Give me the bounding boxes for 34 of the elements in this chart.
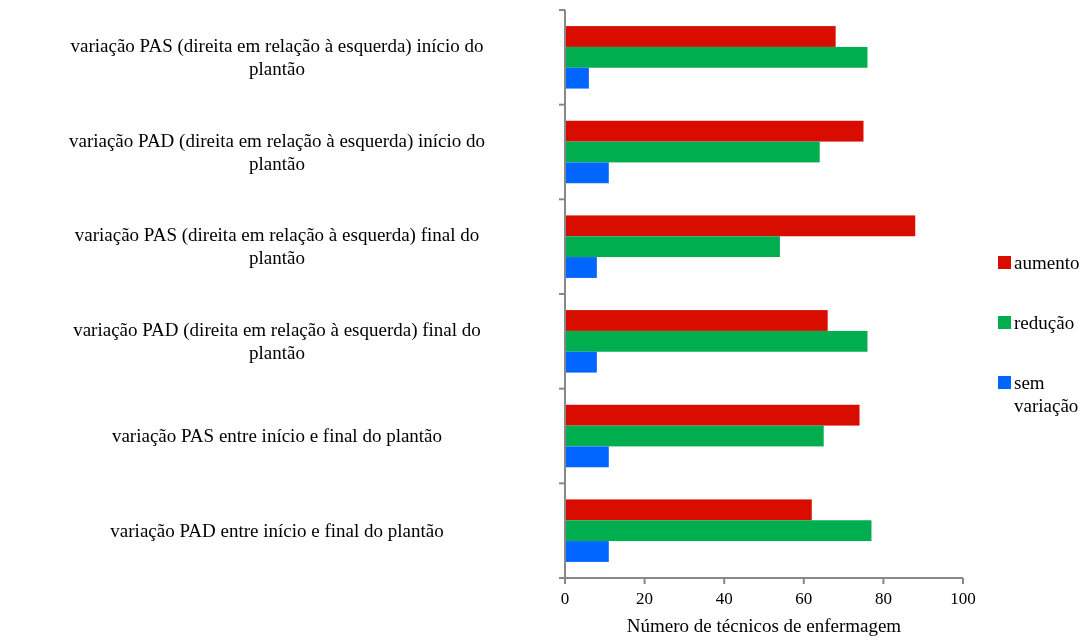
- bar: [565, 257, 597, 278]
- x-tick-label: 80: [874, 589, 892, 608]
- y-tick-label: variação PAS (direita em relação à esquerda) início do plantão: [70, 34, 484, 79]
- y-tick-label: variação PAS (direita em relação à esquerda) final do plantão: [74, 224, 480, 269]
- bar: [565, 162, 609, 184]
- bar: [565, 425, 824, 447]
- x-axis-title: Número de técnicos de enfermagem: [626, 615, 902, 636]
- bar: [565, 67, 589, 89]
- bar: [565, 215, 916, 237]
- bar: [565, 26, 836, 47]
- bar: [565, 141, 820, 163]
- y-tick-label: variação PAD (direita em relação à esquerda) início do plantão: [68, 129, 486, 174]
- x-tick-label: 20: [636, 589, 654, 608]
- bar: [565, 351, 597, 373]
- y-tick-label: variação PAS entre início e final do plantão: [111, 425, 443, 446]
- bar: [565, 310, 828, 331]
- bar: [565, 499, 812, 521]
- bar: [565, 46, 868, 68]
- bar: [565, 446, 609, 468]
- bar: [565, 541, 609, 562]
- bar: [565, 520, 872, 542]
- bar: [565, 236, 780, 258]
- x-tick-label: 40: [715, 589, 733, 608]
- legend-label: aumento: [1014, 252, 1080, 273]
- bar: [565, 120, 864, 142]
- y-tick-label: variação PAD entre início e final do plantão: [110, 519, 444, 541]
- legend-label: sem variação: [1014, 372, 1079, 416]
- y-tick-label: variação PAD (direita em relação à esquerda) final do plantão: [73, 318, 481, 363]
- x-tick-label: 60: [795, 589, 813, 608]
- bar: [565, 330, 868, 352]
- x-tick-label: 0: [560, 589, 570, 608]
- x-tick-label: 100: [950, 589, 976, 608]
- legend-label: redução: [1014, 312, 1075, 333]
- bar: [565, 404, 860, 426]
